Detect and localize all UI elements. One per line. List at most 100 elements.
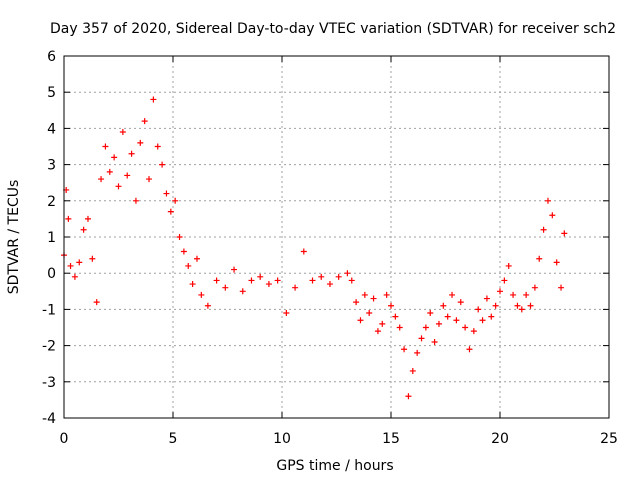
data-point — [292, 284, 299, 291]
y-tick-label: -3 — [42, 375, 56, 391]
data-point — [150, 96, 157, 103]
data-point — [111, 154, 118, 161]
data-point — [466, 346, 473, 353]
data-point — [449, 291, 456, 298]
data-point — [374, 328, 381, 335]
data-point — [257, 273, 264, 280]
y-axis-label: SDTVAR / TECUs — [6, 180, 22, 295]
data-point — [98, 176, 105, 183]
data-point — [479, 317, 486, 324]
data-point — [488, 313, 495, 320]
data-point — [561, 230, 568, 237]
data-point — [154, 143, 161, 150]
data-point — [326, 281, 333, 288]
data-point — [141, 118, 148, 125]
data-point — [370, 295, 377, 302]
data-point — [462, 324, 469, 331]
data-point — [457, 299, 464, 306]
data-point — [348, 277, 355, 284]
axis-ticks: 0 5 10 15 20 25 -4 -3 -2 -1 0 1 2 3 4 5 6 — [42, 49, 618, 447]
data-point — [396, 324, 403, 331]
y-tick-label: -4 — [42, 411, 56, 427]
y-tick-label: -2 — [42, 339, 56, 355]
y-tick-label: 6 — [47, 49, 56, 65]
data-point — [405, 393, 412, 400]
data-point — [357, 317, 364, 324]
data-point — [440, 302, 447, 309]
data-point — [470, 328, 477, 335]
data-point — [553, 259, 560, 266]
data-point — [89, 255, 96, 262]
data-point — [106, 168, 113, 175]
y-tick-label: 2 — [47, 194, 56, 210]
data-point — [67, 262, 74, 269]
data-point — [527, 302, 534, 309]
data-point — [427, 310, 434, 317]
data-point — [124, 172, 131, 179]
data-point — [361, 291, 368, 298]
data-point — [222, 284, 229, 291]
data-points — [61, 96, 568, 400]
data-point — [409, 367, 416, 374]
data-point — [265, 281, 272, 288]
data-point — [483, 295, 490, 302]
data-point — [198, 291, 205, 298]
data-point — [388, 302, 394, 309]
data-point — [163, 190, 170, 197]
data-point — [335, 273, 342, 280]
data-point — [418, 335, 425, 342]
data-point — [231, 266, 238, 273]
data-point — [71, 273, 78, 280]
data-point — [65, 215, 72, 222]
data-point — [248, 277, 255, 284]
data-point — [475, 306, 482, 313]
data-point — [167, 208, 174, 215]
data-point — [146, 176, 153, 183]
data-point — [318, 273, 325, 280]
x-tick-label: 25 — [600, 431, 618, 447]
data-point — [344, 270, 351, 277]
data-point — [492, 302, 499, 309]
data-point — [414, 349, 421, 356]
data-point — [185, 262, 192, 269]
data-point — [497, 288, 503, 295]
data-point — [549, 212, 556, 219]
data-point — [180, 248, 187, 255]
data-point — [383, 291, 390, 298]
y-tick-label: 0 — [47, 266, 56, 282]
data-point — [172, 197, 179, 204]
data-point — [435, 320, 442, 327]
data-point — [159, 161, 166, 168]
data-point — [531, 284, 538, 291]
x-tick-label: 15 — [382, 431, 400, 447]
y-tick-label: -1 — [42, 302, 56, 318]
data-point — [544, 197, 551, 204]
data-point — [518, 306, 525, 313]
data-point — [189, 281, 196, 288]
data-point — [76, 259, 83, 266]
data-point — [453, 317, 460, 324]
data-point — [536, 255, 543, 262]
data-point — [204, 302, 211, 309]
data-point — [128, 150, 135, 157]
x-axis-label: GPS time / hours — [276, 458, 393, 474]
data-point — [353, 299, 360, 306]
data-point — [501, 277, 508, 284]
gridlines — [64, 56, 609, 418]
x-tick-label: 5 — [169, 431, 178, 447]
data-point — [366, 310, 373, 317]
data-point — [510, 291, 517, 298]
data-point — [309, 277, 316, 284]
x-tick-label: 20 — [491, 431, 509, 447]
data-point — [283, 310, 290, 317]
data-point — [514, 302, 521, 309]
data-point — [119, 129, 126, 136]
data-point — [80, 226, 87, 233]
data-point — [300, 248, 307, 255]
x-tick-label: 0 — [60, 431, 69, 447]
data-point — [444, 313, 451, 320]
data-point — [132, 197, 139, 204]
data-point — [422, 324, 429, 331]
data-point — [274, 277, 281, 284]
